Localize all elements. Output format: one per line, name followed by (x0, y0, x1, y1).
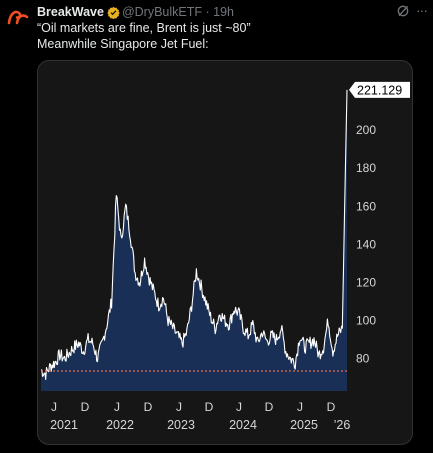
verified-badge-icon (107, 6, 120, 19)
post-time[interactable]: 19h (213, 5, 234, 19)
post-header: BreakWave @DryBulkETF · 19h (37, 4, 425, 20)
x-month-tick-label: D (144, 400, 153, 414)
last-value-badge (349, 81, 410, 98)
y-tick-label: 80 (356, 352, 370, 366)
separator-dot: · (205, 5, 210, 19)
x-month-tick-label: J (51, 400, 57, 414)
x-year-tick-label: 2023 (167, 418, 195, 432)
x-month-tick-label: J (236, 400, 242, 414)
chart-image[interactable]: 80 100 120 140 160 180 200 221.129 J D J D J D J D J D 202… (37, 60, 413, 445)
y-tick-label: 200 (356, 123, 376, 137)
x-year-tick-label: 2025 (290, 418, 318, 432)
post-text: “Oil markets are fine, Brent is just ~80… (37, 20, 251, 52)
post-text-line-1: “Oil markets are fine, Brent is just ~80… (37, 21, 251, 35)
x-year-tick-label: ’26 (334, 418, 351, 432)
x-month-tick-label: J (176, 400, 182, 414)
x-year-tick-label: 2021 (50, 418, 78, 432)
x-month-tick-label: D (265, 400, 274, 414)
x-month-tick-label: D (205, 400, 214, 414)
grok-icon[interactable] (395, 3, 411, 19)
x-month-tick-label: J (297, 400, 303, 414)
x-month-tick-label: D (81, 400, 90, 414)
y-tick-label: 160 (356, 199, 376, 213)
post-text-line-2: Meanwhile Singapore Jet Fuel: (37, 37, 209, 51)
y-tick-label: 120 (356, 275, 376, 289)
last-value-label: 221.129 (357, 83, 402, 97)
series-line (40, 89, 348, 381)
x-year-tick-label: 2022 (106, 418, 134, 432)
y-tick-label: 100 (356, 314, 376, 328)
y-tick-label: 140 (356, 237, 376, 251)
author-handle[interactable]: @DryBulkETF (121, 5, 202, 19)
breakwave-logo-avatar[interactable] (6, 4, 30, 28)
x-month-tick-label: J (114, 400, 120, 414)
x-year-tick-label: 2024 (229, 418, 257, 432)
series-area (41, 89, 347, 392)
x-month-tick-label: D (327, 400, 336, 414)
more-icon[interactable]: ··· (416, 2, 428, 18)
author-name[interactable]: BreakWave (37, 5, 104, 19)
y-tick-label: 180 (356, 161, 376, 175)
